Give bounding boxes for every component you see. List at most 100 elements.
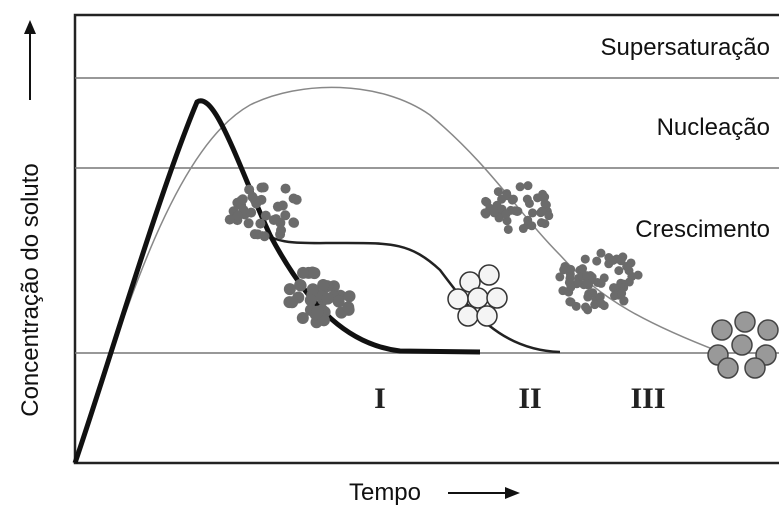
particle — [277, 200, 288, 211]
particle — [571, 301, 581, 311]
curve-ii — [261, 230, 561, 354]
particle — [537, 206, 547, 216]
particle — [308, 267, 321, 280]
particle — [268, 214, 279, 225]
particle — [510, 206, 520, 216]
particle — [224, 214, 235, 225]
particle-clusters — [224, 181, 779, 379]
particle — [297, 266, 310, 279]
particle — [596, 248, 606, 258]
particle — [566, 264, 576, 274]
curve-label: III — [630, 382, 665, 415]
particle — [734, 311, 756, 333]
particle — [527, 221, 537, 231]
particle — [536, 192, 546, 202]
particle — [288, 193, 299, 204]
particle — [536, 218, 546, 228]
particle — [343, 290, 356, 303]
particle — [304, 294, 317, 307]
particle — [555, 272, 565, 282]
particle — [524, 198, 534, 208]
particle — [501, 209, 511, 219]
particle — [523, 181, 533, 191]
particle — [289, 217, 300, 228]
particle — [255, 218, 266, 229]
region-label: Crescimento — [635, 216, 770, 243]
particle — [633, 270, 643, 280]
particle — [540, 199, 550, 209]
region-label: Supersaturação — [601, 34, 770, 61]
particle — [233, 210, 244, 221]
particle — [515, 182, 525, 192]
particle — [246, 207, 257, 218]
particle — [580, 254, 590, 264]
particle — [592, 256, 602, 266]
particle — [317, 314, 330, 327]
particle — [457, 305, 479, 327]
particle — [478, 264, 500, 286]
curve-label: I — [374, 382, 386, 415]
particle — [256, 182, 267, 193]
curve-iii — [74, 86, 721, 464]
particle — [280, 183, 291, 194]
particle — [578, 264, 588, 274]
particle — [489, 208, 499, 218]
particle — [280, 210, 291, 221]
y-axis-label: Concentração do soluto — [17, 163, 44, 417]
region-label: Nucleação — [657, 114, 770, 141]
particle — [614, 266, 624, 276]
particle — [286, 296, 299, 309]
particle — [294, 278, 307, 291]
particle — [493, 187, 503, 197]
particle — [243, 218, 254, 229]
particle — [711, 319, 733, 341]
particle — [528, 208, 538, 218]
particle — [467, 287, 489, 309]
particle — [566, 282, 576, 292]
particle — [237, 194, 248, 205]
particle — [311, 305, 324, 318]
particle — [590, 300, 600, 310]
particle — [731, 334, 753, 356]
particle — [283, 283, 296, 296]
particle — [580, 302, 590, 312]
particle — [276, 225, 287, 236]
particle — [508, 194, 518, 204]
particle — [595, 292, 605, 302]
particle — [481, 196, 491, 206]
particle — [616, 256, 626, 266]
curve-label: II — [518, 382, 541, 415]
particle — [583, 292, 593, 302]
particle — [596, 299, 606, 309]
particle — [582, 271, 592, 281]
curve-i — [72, 98, 481, 464]
particle — [717, 357, 739, 379]
particle — [260, 210, 271, 221]
particle — [306, 283, 319, 296]
particle — [296, 312, 309, 325]
particle — [503, 224, 513, 234]
particle — [617, 289, 627, 299]
particle — [332, 295, 345, 308]
particle — [480, 208, 490, 218]
plot-frame — [73, 13, 779, 465]
particle — [744, 357, 766, 379]
particle — [244, 184, 255, 195]
particle — [622, 261, 632, 271]
particle — [544, 211, 554, 221]
particle — [486, 287, 508, 309]
y-arrow-head — [24, 20, 36, 34]
particle — [317, 278, 330, 291]
x-axis-label: Tempo — [349, 479, 421, 506]
particle — [559, 265, 569, 275]
particle — [518, 224, 528, 234]
particle — [256, 194, 267, 205]
particle — [321, 292, 334, 305]
particle — [497, 194, 507, 204]
x-arrow-head — [505, 487, 520, 499]
particle — [757, 319, 779, 341]
particle — [608, 255, 618, 265]
particle — [342, 301, 355, 314]
particle — [596, 278, 606, 288]
